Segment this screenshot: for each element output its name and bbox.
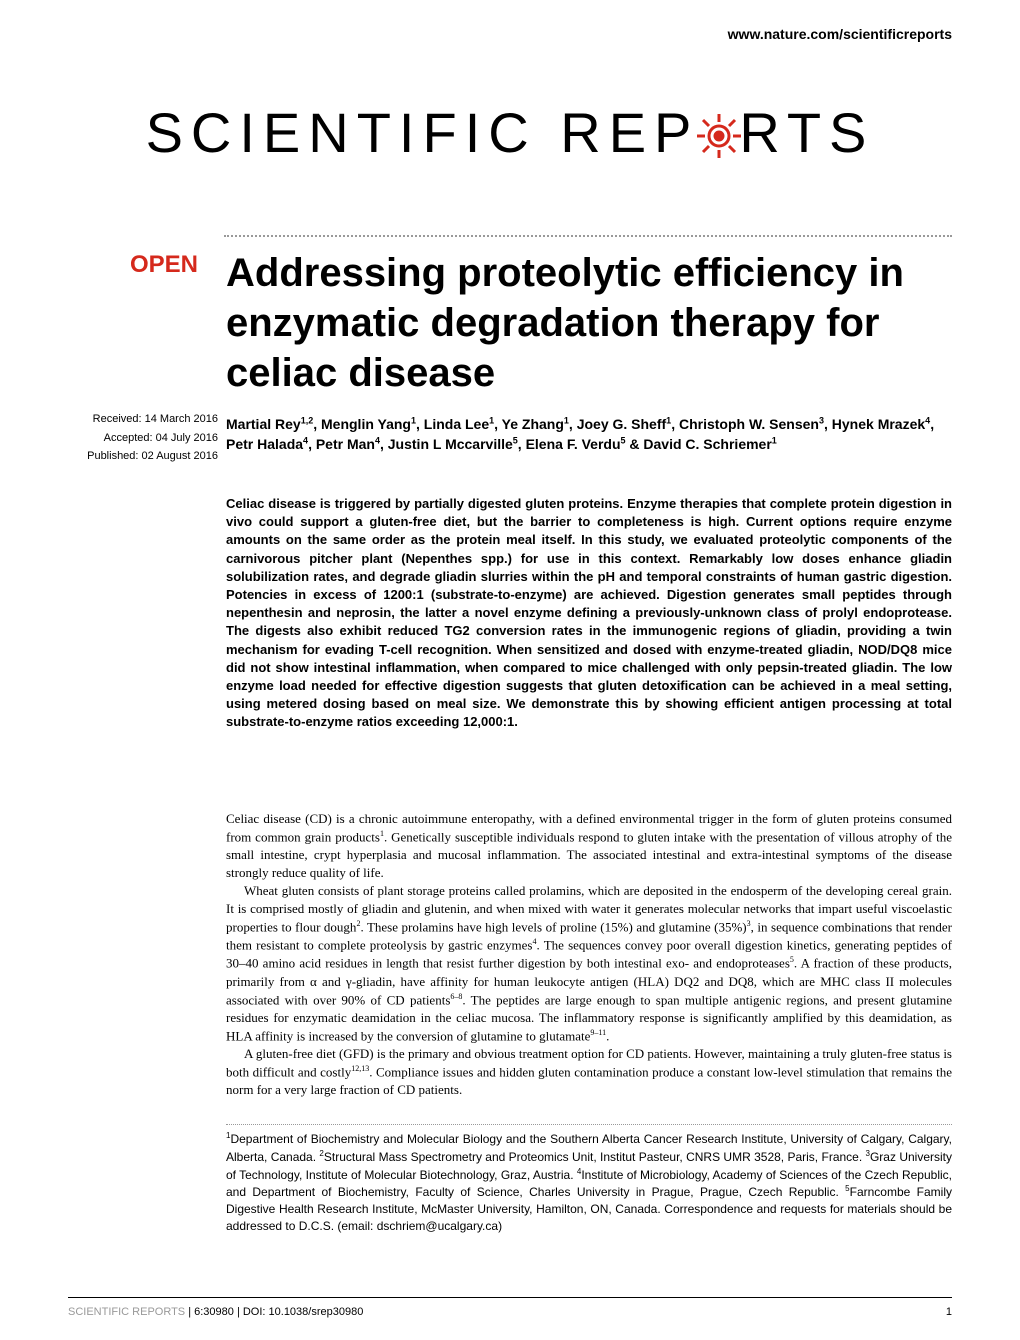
page-number: 1 [946, 1306, 952, 1318]
body-paragraph-3: A gluten-free diet (GFD) is the primary … [226, 1045, 952, 1099]
body-paragraph-2: Wheat gluten consists of plant storage p… [226, 882, 952, 1045]
footer-journal: SCIENTIFIC REPORTS [68, 1306, 185, 1318]
footer-cite: | 6:30980 | DOI: 10.1038/srep30980 [185, 1306, 363, 1318]
logo-text-mid: REP [560, 101, 699, 164]
journal-logo: SCIENTIFIC REP RTS [0, 100, 1020, 165]
body-paragraph-1: Celiac disease (CD) is a chronic autoimm… [226, 810, 952, 882]
logo-text-before: SCIENTIFIC [146, 101, 561, 164]
received-date: Received: 14 March 2016 [68, 410, 218, 429]
header-url: www.nature.com/scientificreports [728, 26, 952, 42]
page-footer: SCIENTIFIC REPORTS | 6:30980 | DOI: 10.1… [68, 1297, 952, 1318]
footer-citation: SCIENTIFIC REPORTS | 6:30980 | DOI: 10.1… [68, 1306, 363, 1318]
logo-text-after: RTS [739, 101, 874, 164]
title-section: Addressing proteolytic efficiency in enz… [226, 248, 952, 398]
authors-list: Martial Rey1,2, Menglin Yang1, Linda Lee… [226, 414, 952, 455]
gear-icon [695, 112, 743, 160]
abstract: Celiac disease is triggered by partially… [226, 495, 952, 731]
article-title: Addressing proteolytic efficiency in enz… [226, 248, 952, 398]
accepted-date: Accepted: 04 July 2016 [68, 429, 218, 448]
divider-affiliations [226, 1124, 952, 1125]
body-text: Celiac disease (CD) is a chronic autoimm… [226, 810, 952, 1099]
divider-top [224, 235, 952, 237]
open-access-badge: OPEN [130, 251, 198, 279]
affiliations: 1Department of Biochemistry and Molecula… [226, 1130, 952, 1235]
published-date: Published: 02 August 2016 [68, 447, 218, 466]
article-metadata: Received: 14 March 2016 Accepted: 04 Jul… [68, 410, 218, 466]
